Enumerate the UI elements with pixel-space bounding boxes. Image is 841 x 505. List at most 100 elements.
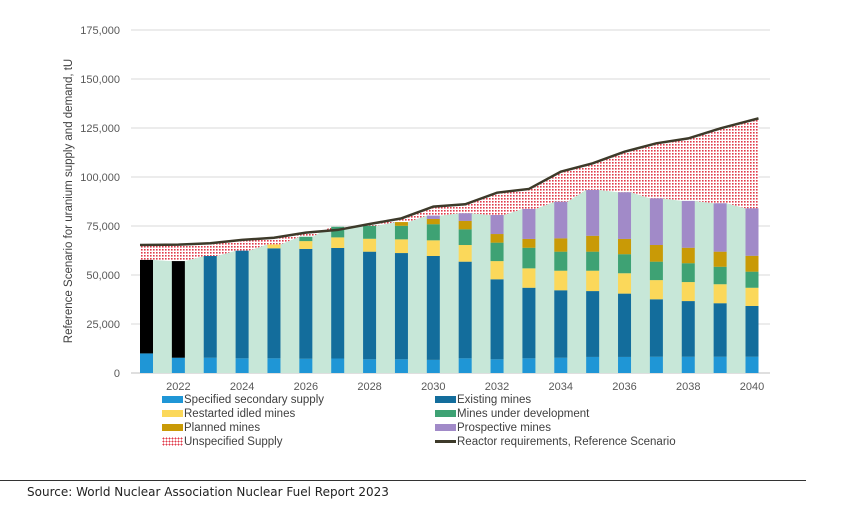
bar-mines-under-development-2030 (426, 224, 440, 241)
axis-ticks: 0 25,000 50,000 75,000 100,000 125,000 150,000… (80, 25, 764, 393)
chart: 0 25,000 50,000 75,000 100,000 125,000 150,000… (63, 25, 770, 393)
reactor-requirements-line (139, 117, 759, 247)
bar-existing-mines-2037 (649, 299, 663, 357)
legend-item-planned: Planned mines (162, 421, 260, 434)
x-tick-label: 2036 (612, 381, 636, 393)
bar-existing-mines-2026 (299, 248, 313, 359)
bar-existing-mines-2030 (426, 255, 440, 360)
bar-planned-mines-2036 (618, 238, 632, 255)
y-tick-label: 25,000 (86, 319, 120, 331)
legend-label: Restarted idled mines (184, 407, 296, 420)
y-tick-label: 125,000 (80, 123, 120, 135)
y-tick-label: 0 (114, 368, 120, 380)
bar-prospective-mines-2040 (745, 208, 759, 256)
bar-planned-mines-2039 (713, 251, 727, 267)
bar-planned-mines-2030 (426, 218, 440, 225)
bar-specified-secondary-supply-2025 (267, 358, 281, 373)
bar-mines-under-development-2040 (745, 271, 759, 288)
bar-specified-secondary-supply-2035 (586, 356, 600, 373)
legend-item-unspecified: Unspecified Supply (162, 435, 282, 448)
bar-restarted-idled-mines-2033 (522, 268, 536, 288)
bar-mines-under-development-2031 (458, 229, 472, 246)
bar-specified-secondary-supply-2026 (299, 358, 313, 373)
bar-restarted-idled-mines-2032 (490, 261, 504, 280)
bar-restarted-idled-mines-2037 (649, 280, 663, 300)
bar-specified-secondary-supply-2031 (458, 358, 472, 373)
legend-label: Mines under development (457, 407, 590, 420)
y-tick-label: 150,000 (80, 74, 120, 86)
bars (139, 117, 759, 373)
bar-specified-secondary-supply-2024 (235, 358, 249, 373)
x-tick-label: 2024 (230, 381, 254, 393)
bar-existing-mines-2038 (681, 301, 695, 357)
bar-mines-under-development-2038 (681, 263, 695, 283)
bar-existing-mines-2025 (267, 248, 281, 359)
legend-label: Planned mines (184, 421, 261, 434)
bar-prospective-mines-2039 (713, 203, 727, 252)
bar-planned-mines-2037 (649, 245, 663, 262)
bar-mines-under-development-2027 (331, 226, 345, 238)
bar-prospective-mines-2031 (458, 213, 472, 221)
bar-actual-production-2021 (140, 259, 153, 354)
x-tick-label: 2038 (676, 381, 700, 393)
x-tick-label: 2028 (357, 381, 381, 393)
bar-restarted-idled-mines-2034 (554, 270, 568, 291)
bar-mines-under-development-2026 (299, 236, 313, 242)
y-tick-label: 175,000 (80, 25, 120, 37)
bar-specified-secondary-supply-2036 (618, 356, 632, 373)
supply-area (140, 189, 759, 373)
swatch (162, 396, 183, 403)
x-tick-label: 2034 (549, 381, 573, 393)
bar-mines-under-development-2039 (713, 266, 727, 285)
bar-mines-under-development-2035 (586, 251, 600, 271)
bar-prospective-mines-2037 (649, 198, 663, 246)
bar-existing-mines-2039 (713, 303, 727, 357)
bar-specified-secondary-supply-2034 (554, 357, 568, 373)
bar-prospective-mines-2033 (522, 208, 536, 239)
bar-actual-production-2022 (171, 261, 185, 358)
unspecified-supply-area (140, 118, 759, 262)
source-note: Source: World Nuclear Association Nuclea… (27, 485, 389, 499)
bar-specified-secondary-supply-2037 (649, 356, 663, 373)
bar-restarted-idled-mines-2036 (618, 273, 632, 294)
bar-planned-mines-2040 (745, 255, 759, 272)
legend-label: Specified secondary supply (184, 393, 324, 406)
swatch (162, 410, 183, 417)
legend-label: Reactor requirements, Reference Scenario (457, 435, 676, 448)
areas (140, 118, 759, 373)
bar-restarted-idled-mines-2028 (363, 238, 377, 252)
bar-specified-secondary-supply-2030 (426, 359, 440, 373)
swatch (435, 440, 456, 443)
bar-existing-mines-2033 (522, 287, 536, 359)
bar-specified-secondary-supply-2027 (331, 358, 345, 373)
swatch (162, 437, 183, 446)
bar-existing-mines-2023 (203, 255, 217, 358)
bar-existing-mines-2036 (618, 293, 632, 357)
bar-restarted-idled-mines-2039 (713, 284, 727, 304)
bar-existing-mines-2035 (586, 291, 600, 357)
bar-planned-mines-2038 (681, 247, 695, 264)
bar-restarted-idled-mines-2031 (458, 245, 472, 262)
bar-mines-under-development-2037 (649, 261, 663, 281)
y-axis-label: Reference Scenario for uranium supply an… (63, 59, 75, 343)
bar-specified-secondary-supply-2028 (363, 359, 377, 373)
bar-prospective-mines-2038 (681, 200, 695, 248)
legend-item-prospective: Prospective mines (435, 421, 551, 434)
bar-prospective-mines-2036 (618, 192, 632, 239)
bar-specified-secondary-supply-2021 (140, 353, 153, 373)
legend-label: Prospective mines (457, 421, 551, 434)
bar-prospective-mines-2034 (554, 201, 568, 239)
swatch (162, 424, 183, 431)
legend-item-secondary: Specified secondary supply (162, 393, 324, 406)
bar-specified-secondary-supply-2040 (745, 356, 759, 373)
y-tick-label: 100,000 (80, 172, 120, 184)
bar-specified-secondary-supply-2038 (681, 356, 695, 373)
bar-existing-mines-2028 (363, 251, 377, 360)
bar-specified-secondary-supply-2022 (171, 357, 185, 373)
bar-mines-under-development-2036 (618, 254, 632, 274)
bar-restarted-idled-mines-2026 (299, 241, 313, 249)
legend-label: Existing mines (457, 393, 532, 406)
bar-mines-under-development-2029 (394, 225, 408, 240)
bar-planned-mines-2033 (522, 238, 536, 248)
bar-prospective-mines-2032 (490, 215, 504, 235)
